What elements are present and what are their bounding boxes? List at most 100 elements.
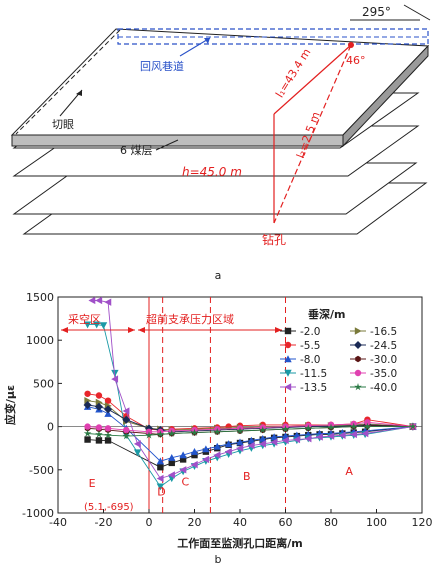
zone-letter: E [89, 477, 96, 490]
data-point [95, 296, 103, 305]
borehole-line [273, 44, 352, 224]
data-point [304, 424, 313, 432]
data-point [224, 447, 232, 456]
zone-letter: D [157, 486, 165, 499]
y-tick-label: 0 [47, 421, 54, 434]
data-point [364, 419, 371, 426]
cut-line [15, 29, 121, 135]
data-point [354, 369, 362, 377]
legend-entry-label: -30.0 [370, 354, 397, 366]
legend-entry-label: -16.5 [370, 326, 397, 338]
legend: 垂深/m -2.0 -5.5 -8.0 -11.5 -13.5 -16.5 -24.5 -30… [280, 307, 397, 394]
data-point [349, 422, 358, 430]
support-label: 超前支承压力区域 [146, 312, 234, 326]
data-point [270, 433, 278, 441]
data-point [304, 434, 312, 443]
data-point [99, 322, 108, 330]
data-point [95, 392, 103, 399]
seam-label: 6 煤层 [120, 144, 153, 157]
legend-entry-label: -13.5 [300, 382, 327, 394]
data-point [133, 440, 141, 448]
data-point [83, 401, 92, 409]
data-point [213, 427, 222, 436]
data-point [284, 327, 292, 335]
legend-entry-label: -11.5 [300, 368, 327, 380]
h-label: h=45.0 m [182, 165, 242, 179]
goaf-arrowhead-left [61, 327, 68, 333]
legend-entry-label: -24.5 [370, 340, 397, 352]
data-point [409, 422, 417, 430]
drill-label: 钻孔 [262, 232, 286, 247]
data-point [190, 447, 199, 455]
x-tick-label: 40 [233, 516, 247, 529]
x-tick-label: 80 [324, 516, 338, 529]
data-point [236, 438, 244, 446]
x-tick-label: 120 [412, 516, 433, 529]
data-point [168, 459, 175, 467]
seam-arrow [155, 139, 179, 151]
x-tick-label: 100 [366, 516, 387, 529]
data-point [94, 402, 103, 411]
data-point [111, 375, 119, 383]
x-tick-label: -40 [49, 516, 67, 529]
data-point [315, 433, 323, 441]
series-line [87, 324, 413, 488]
data-point [95, 424, 103, 431]
data-point [168, 471, 175, 479]
zone-letter: C [182, 475, 190, 488]
y-tick-label: 1000 [26, 334, 54, 347]
support-arrowhead-left [138, 327, 145, 333]
goaf-arrowhead-right [128, 327, 135, 333]
subfigure-a-label: a [215, 269, 222, 282]
data-point [293, 435, 301, 444]
y-axis-label: 应变/με [3, 385, 17, 425]
data-point [284, 383, 292, 391]
data-point [167, 429, 176, 437]
series--11.5 [83, 321, 417, 491]
angle-295-label: 295° [362, 5, 391, 19]
data-point [247, 436, 256, 444]
data-point [327, 432, 335, 440]
data-point [236, 426, 244, 435]
series--13.5 [88, 296, 417, 483]
data-point [361, 429, 369, 438]
legend-title: 垂深/m [308, 307, 345, 321]
data-point [84, 423, 91, 430]
legend-entry-label: -35.0 [370, 368, 397, 380]
zone-letter: A [345, 465, 353, 478]
angle-295-slant [403, 4, 431, 21]
data-point [104, 431, 112, 439]
data-point [202, 455, 210, 464]
data-point [270, 438, 278, 446]
x-tick-label: 60 [279, 516, 293, 529]
roadway-arrow [179, 37, 211, 57]
legend-entry-label: -40.0 [370, 382, 397, 394]
x-axis-label: 工作面至监测孔口距离/m [177, 536, 302, 550]
data-point [247, 441, 255, 450]
data-point [281, 436, 289, 445]
data-point [190, 428, 199, 436]
data-point [191, 451, 198, 459]
series-line [92, 300, 413, 479]
data-point [284, 369, 292, 377]
data-point [95, 430, 103, 438]
zone-letter: B [243, 470, 251, 483]
min-point-annotation: (5.1,-695) [84, 502, 134, 513]
legend-entry-label: -2.0 [300, 326, 321, 338]
x-tick-label: -20 [95, 516, 113, 529]
data-point [83, 321, 92, 329]
subfigure-b-label: b [215, 553, 222, 566]
data-point [84, 436, 91, 443]
data-point [83, 429, 92, 437]
data-point [354, 383, 362, 391]
data-point [111, 369, 119, 377]
data-point [133, 449, 142, 457]
data-point [327, 423, 335, 431]
data-point [259, 434, 267, 442]
data-point [202, 445, 210, 453]
data-point [84, 390, 91, 397]
data-point [354, 341, 362, 349]
zone-letters: E D C B A [89, 465, 354, 499]
roadway-label: 回风巷道 [140, 59, 184, 73]
